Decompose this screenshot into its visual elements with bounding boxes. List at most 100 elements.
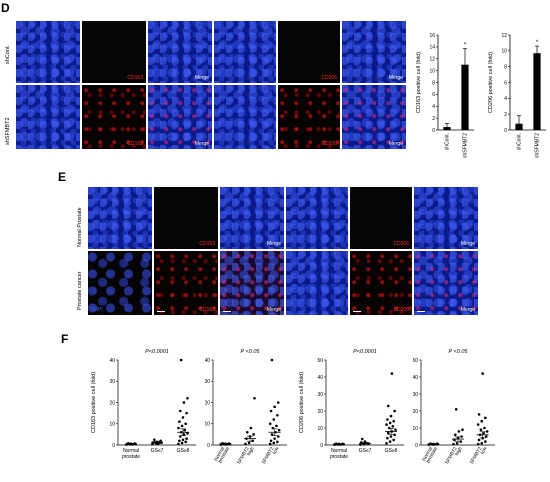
data-point xyxy=(386,418,389,421)
data-point xyxy=(181,416,185,419)
micrograph-e-normal-cd206: CD206 xyxy=(349,186,413,250)
data-point xyxy=(184,440,187,444)
data-point xyxy=(178,439,181,443)
micrograph-e-normal-merge1: Merge xyxy=(219,186,285,250)
y-tick-label: 0 xyxy=(432,128,435,134)
data-point xyxy=(184,422,187,426)
data-point xyxy=(481,372,484,375)
x-tick-label: shSFMBT2 xyxy=(463,133,469,158)
y-tick-label: 50 xyxy=(413,358,418,364)
data-point xyxy=(392,438,395,442)
bar xyxy=(533,53,541,130)
scale-bar xyxy=(417,311,425,312)
y-tick-label: 40 xyxy=(413,375,418,381)
channel-tag: CD206 xyxy=(393,307,409,313)
data-point xyxy=(272,418,276,421)
data-point xyxy=(270,433,274,436)
data-point xyxy=(476,442,480,446)
significance-mark: * xyxy=(536,40,539,46)
y-tick-label: 20 xyxy=(205,400,210,406)
y-tick-label: 6 xyxy=(432,92,435,98)
x-tick-label: GS≥8 xyxy=(385,448,398,454)
y-tick-label: 40 xyxy=(109,358,115,364)
x-tick-label: shCont. xyxy=(445,133,451,150)
y-tick-label: 0 xyxy=(504,128,507,134)
x-tick-label: Normal xyxy=(123,448,139,454)
data-point xyxy=(454,433,457,437)
micrograph-d-shcont-cd163: CD163 xyxy=(81,20,147,84)
row-label-shsfmbt2: shSFMBT2 xyxy=(5,117,11,145)
micrograph-e-normal-dapi xyxy=(87,186,153,250)
row-label-shcont: shCont. xyxy=(5,45,11,64)
data-point xyxy=(483,426,486,430)
channel-tag: CD206 xyxy=(321,141,337,147)
micrograph-d-shcont-merge1: Merge xyxy=(147,20,213,84)
data-point xyxy=(277,428,281,432)
data-point xyxy=(249,426,253,430)
channel-tag: Merge xyxy=(388,141,403,147)
data-point xyxy=(183,428,187,432)
data-point xyxy=(276,440,279,444)
micrograph-e-normal-dapi2 xyxy=(285,186,349,250)
scale-bar xyxy=(353,311,361,312)
data-point xyxy=(272,441,276,445)
data-point xyxy=(389,435,393,438)
data-point xyxy=(385,442,388,445)
data-point xyxy=(385,423,388,426)
data-point xyxy=(181,438,185,441)
bar-chart-cd206: 0 2 4 6 8 10 12 CD206 positive cell (fold) shCon… xyxy=(488,33,546,158)
channel-tag: Merge xyxy=(460,307,475,313)
data-point xyxy=(270,358,274,362)
x-tick-label: prostate xyxy=(330,454,348,460)
y-tick-label: 10 xyxy=(205,422,210,428)
data-point xyxy=(253,396,256,400)
y-axis-label: CD206 positive cell (fold) xyxy=(299,372,305,433)
data-point xyxy=(275,424,278,428)
data-point xyxy=(393,433,396,437)
data-point xyxy=(485,430,489,433)
data-point xyxy=(457,430,461,433)
data-point xyxy=(484,435,488,438)
data-point xyxy=(388,440,392,443)
micrograph-e-cancer-dapi: DAPI xyxy=(87,250,153,316)
micrograph-d-shsfmbt2-merge1: Merge xyxy=(147,84,213,150)
data-point xyxy=(391,425,395,428)
data-point xyxy=(273,437,276,440)
data-point xyxy=(251,439,254,443)
data-point xyxy=(388,421,392,425)
micrograph-e-cancer-merge2: Merge xyxy=(413,250,479,316)
x-tick-label: GS≤7 xyxy=(151,448,164,454)
y-tick-label: 10 xyxy=(429,68,435,74)
p-value-title: P <0.05 xyxy=(241,349,261,355)
data-point xyxy=(179,409,182,413)
data-point xyxy=(484,440,487,443)
y-tick-label: 12 xyxy=(429,57,435,63)
x-tick-label: low xyxy=(272,446,281,456)
y-tick-label: 12 xyxy=(501,33,507,39)
y-axis-label: CD206 positive cell (fold) xyxy=(488,52,494,113)
data-point xyxy=(276,401,280,404)
p-value-title: P<0.0001 xyxy=(353,349,377,355)
micrograph-d-shcont-merge2: Merge xyxy=(341,20,407,84)
scale-bar xyxy=(223,311,231,312)
y-tick-label: 40 xyxy=(205,358,210,364)
x-tick-label: prostate xyxy=(122,454,140,460)
x-tick-label: SFMBT2 xyxy=(261,446,276,466)
micrograph-e-cancer-cd163: CD163 xyxy=(153,250,219,316)
y-tick-label: 30 xyxy=(205,379,210,385)
data-point xyxy=(179,358,183,362)
micrograph-d-shsfmbt2-cd163: CD163 xyxy=(81,84,147,150)
y-axis-label: CD163 positive cell (fold) xyxy=(416,52,422,113)
data-point xyxy=(479,428,483,431)
x-tick-label: high xyxy=(246,446,256,457)
data-point xyxy=(459,440,462,443)
y-tick-label: 10 xyxy=(501,49,507,55)
channel-tag: Merge xyxy=(460,241,475,247)
bar-chart-cd163: 0 2 4 6 8 10 12 14 16 CD163 positive cell (fold) s… xyxy=(416,33,474,158)
y-tick-label: 0 xyxy=(112,443,115,449)
data-point xyxy=(452,442,455,446)
bar xyxy=(461,64,469,130)
data-point xyxy=(461,428,464,431)
p-value-title: P<0.0001 xyxy=(145,349,169,355)
